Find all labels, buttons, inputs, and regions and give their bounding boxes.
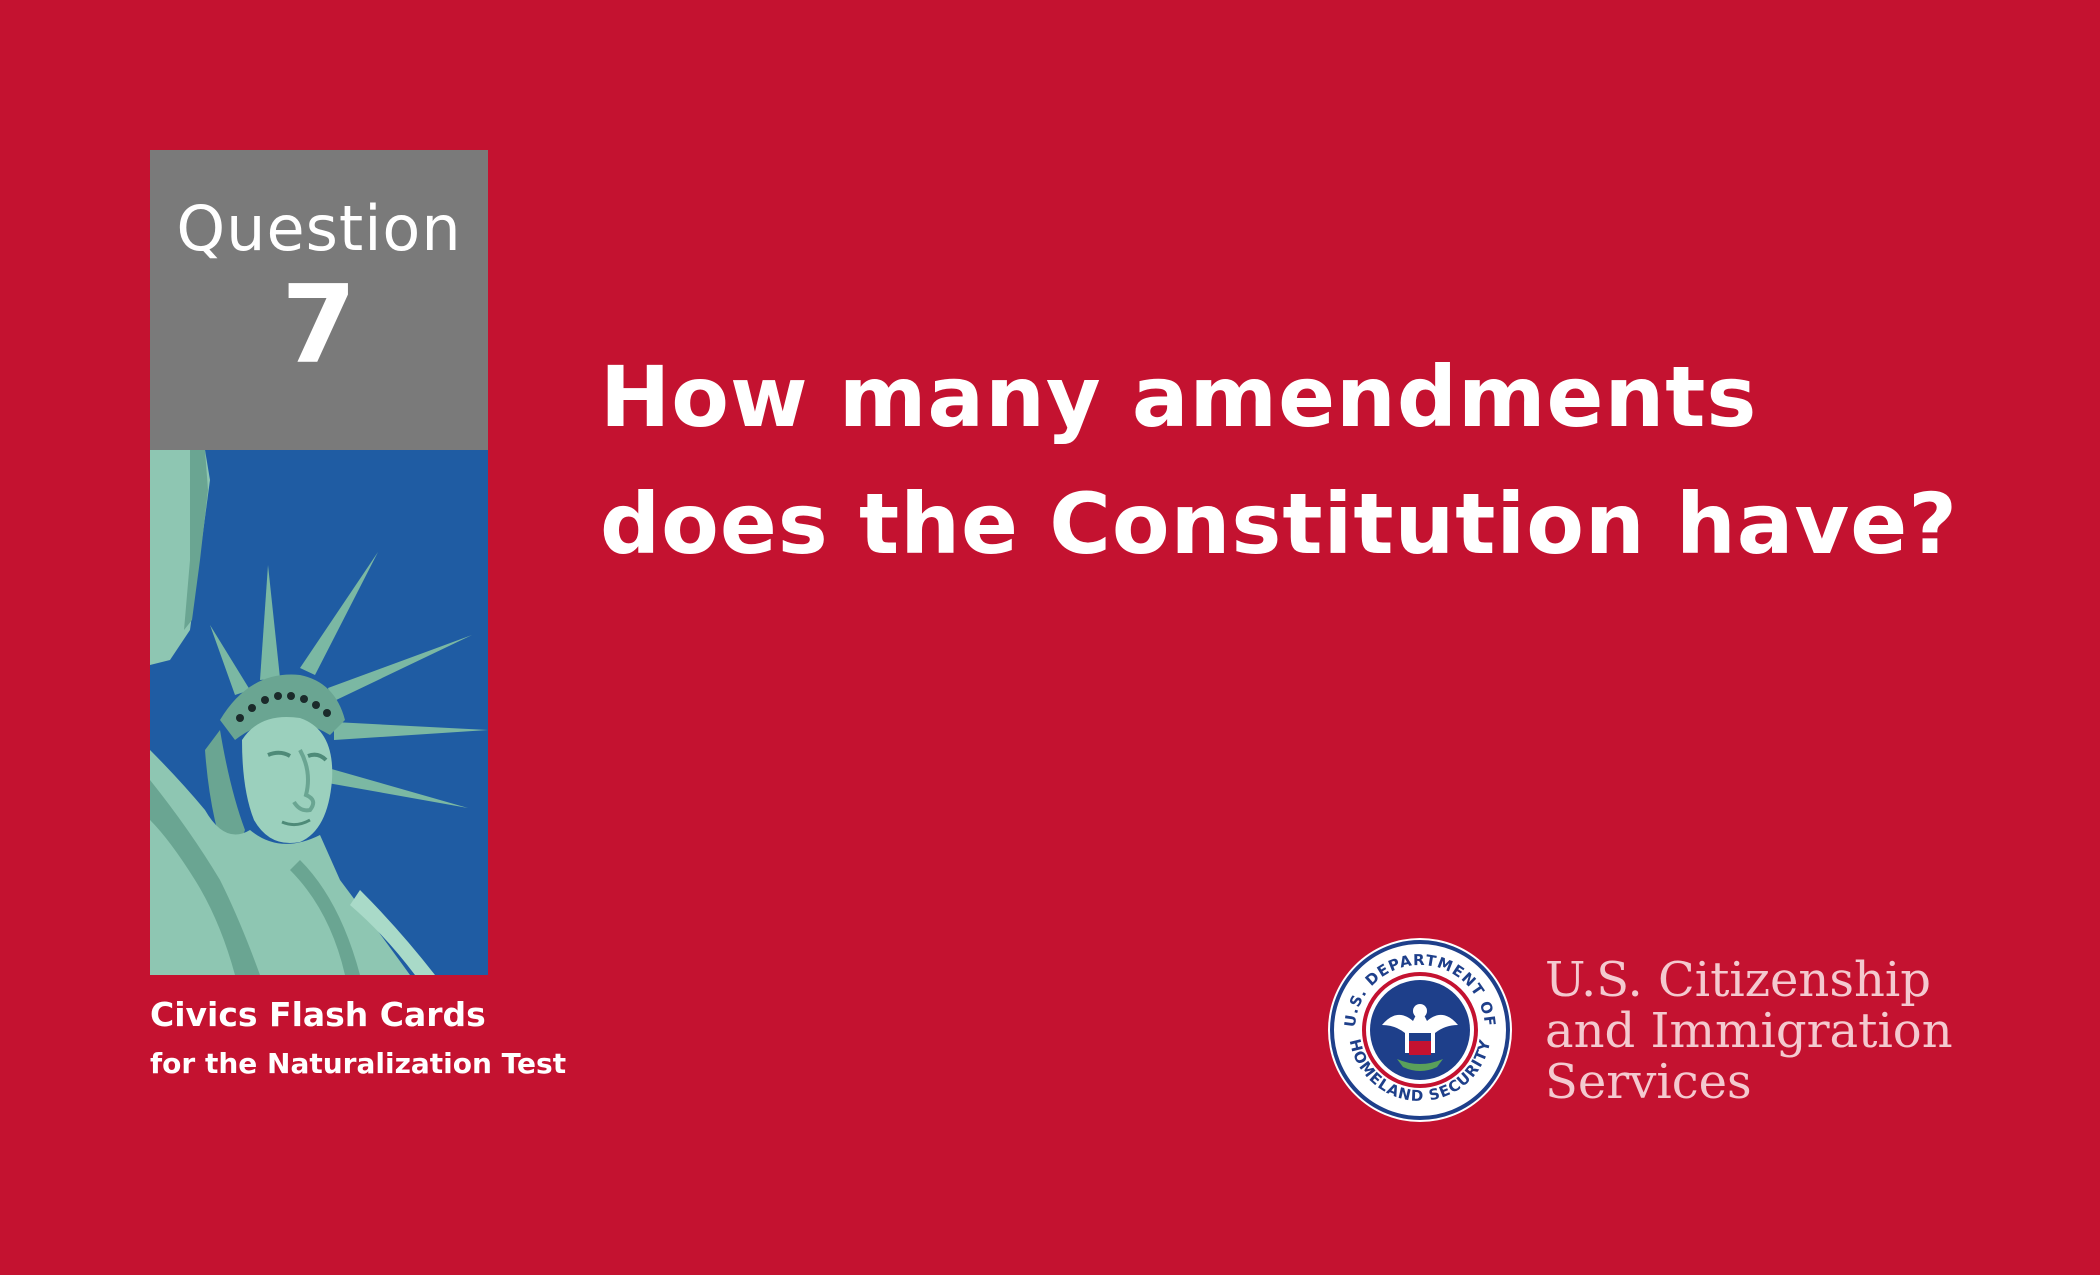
statue-of-liberty-icon: [150, 450, 488, 975]
question-number: 7: [281, 263, 357, 388]
dhs-seal-icon: U.S. DEPARTMENT OF HOMELAND SECURITY: [1327, 937, 1513, 1123]
agency-line-1: U.S. Citizenship: [1545, 952, 1931, 1008]
agency-line-2: and Immigration: [1545, 1003, 1953, 1059]
question-text: How many amendments does the Constitutio…: [600, 334, 2000, 588]
question-line-2: does the Constitution have?: [600, 475, 1958, 573]
question-line-1: How many amendments: [600, 348, 1758, 446]
series-title: Civics Flash Cards: [150, 995, 486, 1034]
agency-name: U.S. Citizenship and Immigration Service…: [1545, 955, 1953, 1108]
series-subtitle: for the Naturalization Test: [150, 1047, 567, 1080]
question-header-panel: Question 7: [150, 150, 488, 450]
question-label: Question: [176, 192, 462, 265]
agency-line-3: Services: [1545, 1054, 1752, 1110]
